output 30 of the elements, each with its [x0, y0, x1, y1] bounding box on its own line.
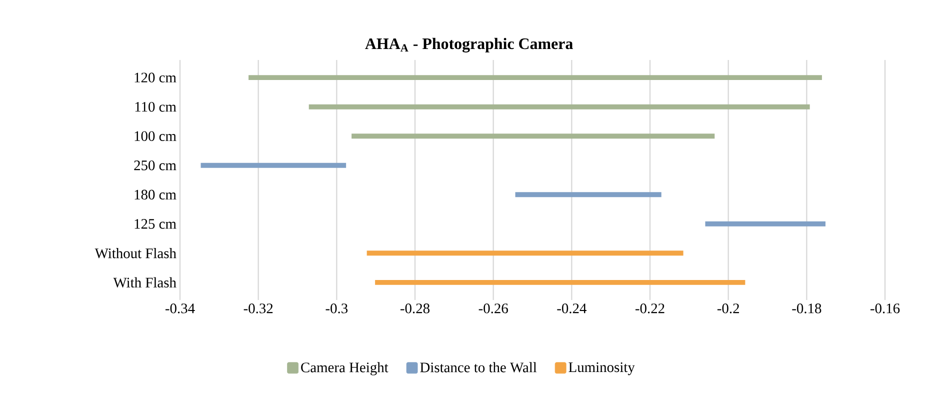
y-tick-label: 110 cm: [135, 102, 176, 112]
x-tick-label: -0.16: [870, 304, 900, 314]
x-tick-label: -0.26: [478, 304, 508, 314]
legend-label: Distance to the Wall: [420, 362, 537, 372]
bar: [515, 192, 662, 198]
x-tick-label: -0.3: [326, 304, 348, 314]
bar: [366, 250, 684, 256]
chart-title: AHA$_{A}$ - Photographic Camera: [365, 38, 573, 52]
x-tick-label: -0.24: [557, 304, 586, 314]
x-tick-label: -0.34: [165, 304, 195, 314]
y-tick-label: 125 cm: [134, 219, 176, 229]
y-tick-label: Without Flash: [94, 248, 176, 258]
y-tick-label: 250 cm: [134, 160, 176, 170]
bar: [705, 221, 826, 226]
y-tick-label: With Flash: [113, 277, 176, 288]
legend-label: Luminosity: [568, 362, 635, 376]
y-tick-label: 100 cm: [134, 131, 176, 141]
bar: [248, 75, 822, 80]
bar: [308, 104, 810, 110]
x-tick-label: -0.2: [717, 304, 739, 314]
y-tick-label: 180 cm: [134, 190, 176, 200]
bar: [375, 280, 746, 285]
bar: [352, 134, 715, 139]
x-tick-label: -0.28: [400, 304, 430, 314]
x-tick-label: -0.22: [635, 304, 664, 314]
y-tick-label: 120 cm: [134, 72, 176, 82]
legend-label: Camera Height: [301, 362, 388, 376]
x-tick-label: -0.32: [244, 304, 273, 314]
x-tick-label: -0.18: [792, 304, 822, 314]
bar: [200, 162, 346, 168]
